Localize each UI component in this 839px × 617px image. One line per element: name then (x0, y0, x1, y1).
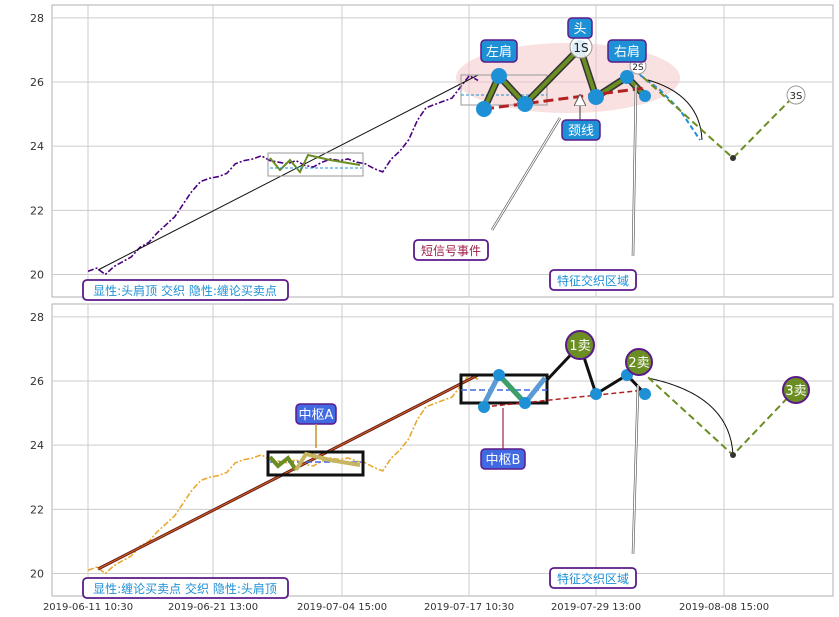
marker-3s-circle (786, 85, 806, 105)
marker-2s-text: 2S (632, 63, 644, 73)
sell3-text: 3卖 (785, 384, 806, 399)
hub-b-label: 中枢B (486, 453, 521, 468)
head-label-box (567, 17, 593, 39)
feature-zone-arrow-top-inner (632, 84, 637, 257)
x-tick-label: 2019-06-21 13:00 (168, 602, 258, 613)
hub-b-stroke-green (497, 373, 527, 405)
node-bottom-2 (493, 369, 505, 381)
x-tick-label: 2019-06-11 10:30 (43, 602, 133, 613)
y-tick-label: 28 (30, 311, 44, 324)
right-shoulder-label: 右肩 (614, 44, 640, 60)
head-label: 头 (573, 22, 586, 37)
trend-line-up-top (97, 74, 479, 271)
feature-zone-label-bottom: 特征交织区域 (557, 571, 629, 586)
signal-event-arrow-inner (491, 117, 561, 231)
x-tick-label: 2019-07-04 15:00 (297, 602, 387, 613)
y-tick-label: 24 (30, 439, 44, 452)
hub-a-label: 中枢A (299, 408, 334, 423)
neckline-label: 颈线 (568, 124, 594, 139)
sell1-circle (565, 330, 595, 360)
projection-point-top (730, 155, 736, 161)
node-bottom-1 (478, 401, 490, 413)
feature-zone-label-box-bottom (549, 567, 637, 589)
node-tail (639, 90, 651, 102)
trend-line-up-bottom-inner (97, 374, 479, 570)
projection-dash-top (634, 69, 796, 160)
post-head-stroke-top (639, 74, 701, 141)
node-mid-low (517, 96, 533, 112)
sell1-text: 1卖 (569, 339, 590, 354)
y-tick-label: 26 (30, 375, 44, 388)
node-left-low (476, 101, 492, 117)
node-left-shoulder (491, 68, 507, 84)
marker-3s-text: 3S (790, 91, 803, 102)
left-shoulder-label-box (480, 39, 518, 63)
y-tick-label: 22 (30, 503, 44, 516)
x-tick-label: 2019-07-17 10:30 (424, 602, 514, 613)
node-bottom-3 (519, 397, 531, 409)
projection-point-bottom (730, 452, 736, 458)
node-right-shoulder (620, 70, 634, 84)
y-tick-label: 26 (30, 76, 44, 89)
sell2-circle (625, 348, 653, 376)
sell2-text: 2卖 (628, 356, 649, 371)
bottom-caption-box (82, 577, 289, 599)
node-right-low (588, 89, 604, 105)
x-ticks: 2019-06-11 10:30 2019-06-21 13:00 2019-07-… (43, 602, 769, 613)
node-bottom-6 (639, 388, 651, 400)
bottom-plot-frame (51, 303, 834, 597)
bottom-y-ticks: 20 22 24 26 28 (30, 311, 44, 581)
y-tick-label: 20 (30, 568, 44, 581)
projection-arc-top (647, 79, 703, 141)
neckline-label-box (561, 119, 601, 141)
marker-1s-text: 1S (573, 41, 588, 55)
hub-stroke-top-a (269, 153, 361, 174)
y-tick-label: 28 (30, 12, 44, 25)
hub-a-box (266, 450, 365, 477)
x-tick-label: 2019-08-08 15:00 (679, 602, 769, 613)
top-panel: 1S 2S 3S 左肩 头 右肩 颈线 短信号事件 特征交织区域 显性:头肩顶 … (82, 17, 806, 301)
top-caption-box (82, 279, 289, 301)
signal-event-label: 短信号事件 (421, 244, 481, 258)
neckline-bottom (483, 389, 646, 408)
feature-zone-arrow-bottom-inner (632, 384, 639, 555)
node-bottom-4 (590, 388, 602, 400)
top-caption: 显性:头肩顶 交织 隐性:缠论买卖点 (93, 283, 277, 298)
hub-a-stroke-1 (268, 455, 298, 472)
top-y-ticks: 20 22 24 26 28 (30, 12, 44, 282)
right-shoulder-label-box (607, 39, 647, 63)
signal-event-label-box (413, 239, 489, 261)
feature-zone-label-box-top (549, 269, 637, 291)
feature-zone-label-top: 特征交织区域 (557, 273, 629, 288)
hub-a-stroke-2 (294, 451, 361, 472)
hub-box-top-a (267, 152, 364, 177)
bottom-panel: 1卖 2卖 3卖 中枢A 中枢B 特征交织区域 显性:缠论买卖点 交织 隐性:头… (82, 330, 810, 599)
x-tick-label: 2019-07-29 13:00 (551, 602, 641, 613)
y-tick-label: 24 (30, 140, 44, 153)
price-line-top (87, 74, 479, 276)
y-tick-label: 20 (30, 269, 44, 282)
y-tick-label: 22 (30, 204, 44, 217)
sell3-circle (782, 376, 810, 404)
bottom-caption: 显性:缠论买卖点 交织 隐性:头肩顶 (93, 581, 277, 596)
left-shoulder-label: 左肩 (486, 44, 512, 60)
bottom-grid (52, 304, 833, 596)
neckline-top (483, 86, 646, 111)
projection-arc-bottom (647, 377, 734, 456)
